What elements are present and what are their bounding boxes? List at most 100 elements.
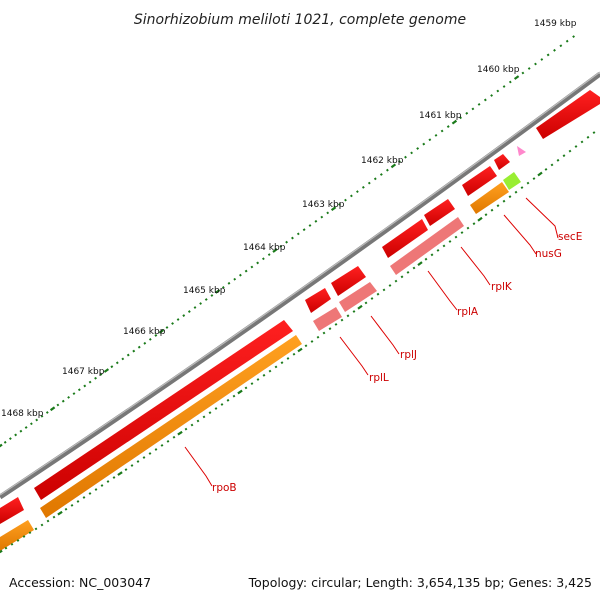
minor-tick (77, 388, 81, 392)
gene-block (470, 182, 509, 214)
minor-tick (553, 48, 556, 52)
minor-tick (112, 476, 116, 479)
minor-tick (226, 398, 230, 402)
major-tick (513, 75, 520, 80)
minor-tick (220, 403, 224, 406)
leader-line (370, 315, 400, 355)
minor-tick (64, 507, 68, 511)
minor-tick (508, 80, 512, 84)
major-tick (417, 261, 423, 266)
minor-tick (148, 452, 152, 455)
leader-line (503, 214, 537, 255)
minor-tick (267, 253, 271, 257)
minor-tick (148, 337, 152, 341)
gene-block (382, 219, 428, 258)
minor-tick (176, 318, 180, 321)
major-tick (177, 430, 183, 436)
minor-tick (434, 133, 438, 137)
kbp-label: 1461 kbp (419, 111, 462, 121)
minor-tick (52, 515, 56, 519)
leader-line (427, 270, 458, 311)
minor-tick (202, 415, 206, 419)
minor-tick (314, 219, 318, 223)
minor-tick (286, 357, 290, 360)
gene-block (305, 288, 331, 313)
minor-tick (88, 492, 92, 495)
minor-tick (322, 331, 326, 335)
minor-tick (184, 427, 188, 431)
minor-tick (490, 208, 494, 212)
minor-tick (99, 372, 103, 376)
gene-block (40, 335, 302, 518)
kbp-label: 1459 kbp (534, 19, 577, 29)
minor-tick (165, 326, 169, 329)
gene-block (536, 90, 600, 139)
minor-tick (379, 173, 383, 176)
leader-line (525, 197, 559, 239)
minor-tick (8, 437, 12, 441)
minor-tick (244, 269, 248, 273)
minor-tick (559, 44, 563, 48)
minor-tick (160, 443, 164, 447)
minor-tick (210, 294, 214, 297)
minor-tick (521, 71, 525, 75)
gene-block (339, 282, 377, 312)
minor-tick (310, 340, 314, 343)
minor-tick (556, 158, 560, 162)
minor-tick (386, 168, 389, 172)
minor-tick (35, 418, 39, 422)
major-tick (330, 206, 337, 211)
major-tick (158, 329, 165, 334)
minor-tick (262, 373, 266, 377)
label-leaders (184, 197, 559, 487)
minor-tick (328, 327, 332, 331)
minor-tick (340, 318, 344, 322)
minor-tick (344, 198, 347, 202)
major-tick (477, 216, 483, 222)
minor-tick (67, 395, 71, 399)
kbp-label: 1460 kbp (477, 65, 520, 75)
major-tick (0, 549, 3, 554)
minor-tick (502, 199, 506, 203)
major-tick (357, 304, 363, 310)
minor-tick (460, 231, 464, 234)
minor-tick (130, 464, 134, 467)
minor-tick (446, 125, 450, 129)
gene-label-nusG: nusG (535, 248, 562, 260)
minor-tick (442, 244, 446, 248)
gene-block (390, 217, 464, 275)
minor-tick (422, 142, 426, 146)
minor-tick (568, 149, 572, 153)
minor-tick (565, 39, 569, 43)
minor-tick (592, 131, 596, 134)
gene-label-secE: secE (558, 231, 582, 243)
minor-tick (154, 333, 158, 337)
minor-tick (526, 181, 530, 185)
inner-tick-ring (0, 131, 596, 554)
light-feature-track (313, 217, 464, 331)
minor-tick (406, 270, 410, 274)
page-title: Sinorhizobium meliloti 1021, complete ge… (134, 12, 466, 28)
minor-tick (40, 414, 44, 418)
gene-label-rplJ: rplJ (400, 349, 417, 361)
major-tick (237, 389, 243, 395)
minor-tick (70, 503, 74, 507)
minor-tick (22, 535, 26, 538)
minor-tick (199, 302, 202, 305)
marker-triangle (517, 146, 526, 156)
gene-label-rplK: rplK (491, 281, 513, 293)
minor-tick (373, 177, 377, 181)
minor-tick (16, 539, 20, 542)
minor-tick (136, 460, 140, 463)
minor-tick (94, 488, 98, 491)
minor-tick (326, 211, 330, 215)
minor-tick (430, 253, 434, 257)
minor-tick (334, 322, 338, 326)
minor-tick (448, 240, 452, 243)
minor-tick (562, 154, 566, 158)
minor-tick (268, 369, 272, 373)
minor-tick (279, 244, 283, 248)
minor-tick (256, 261, 260, 265)
minor-tick (280, 361, 284, 365)
minor-tick (45, 411, 49, 414)
